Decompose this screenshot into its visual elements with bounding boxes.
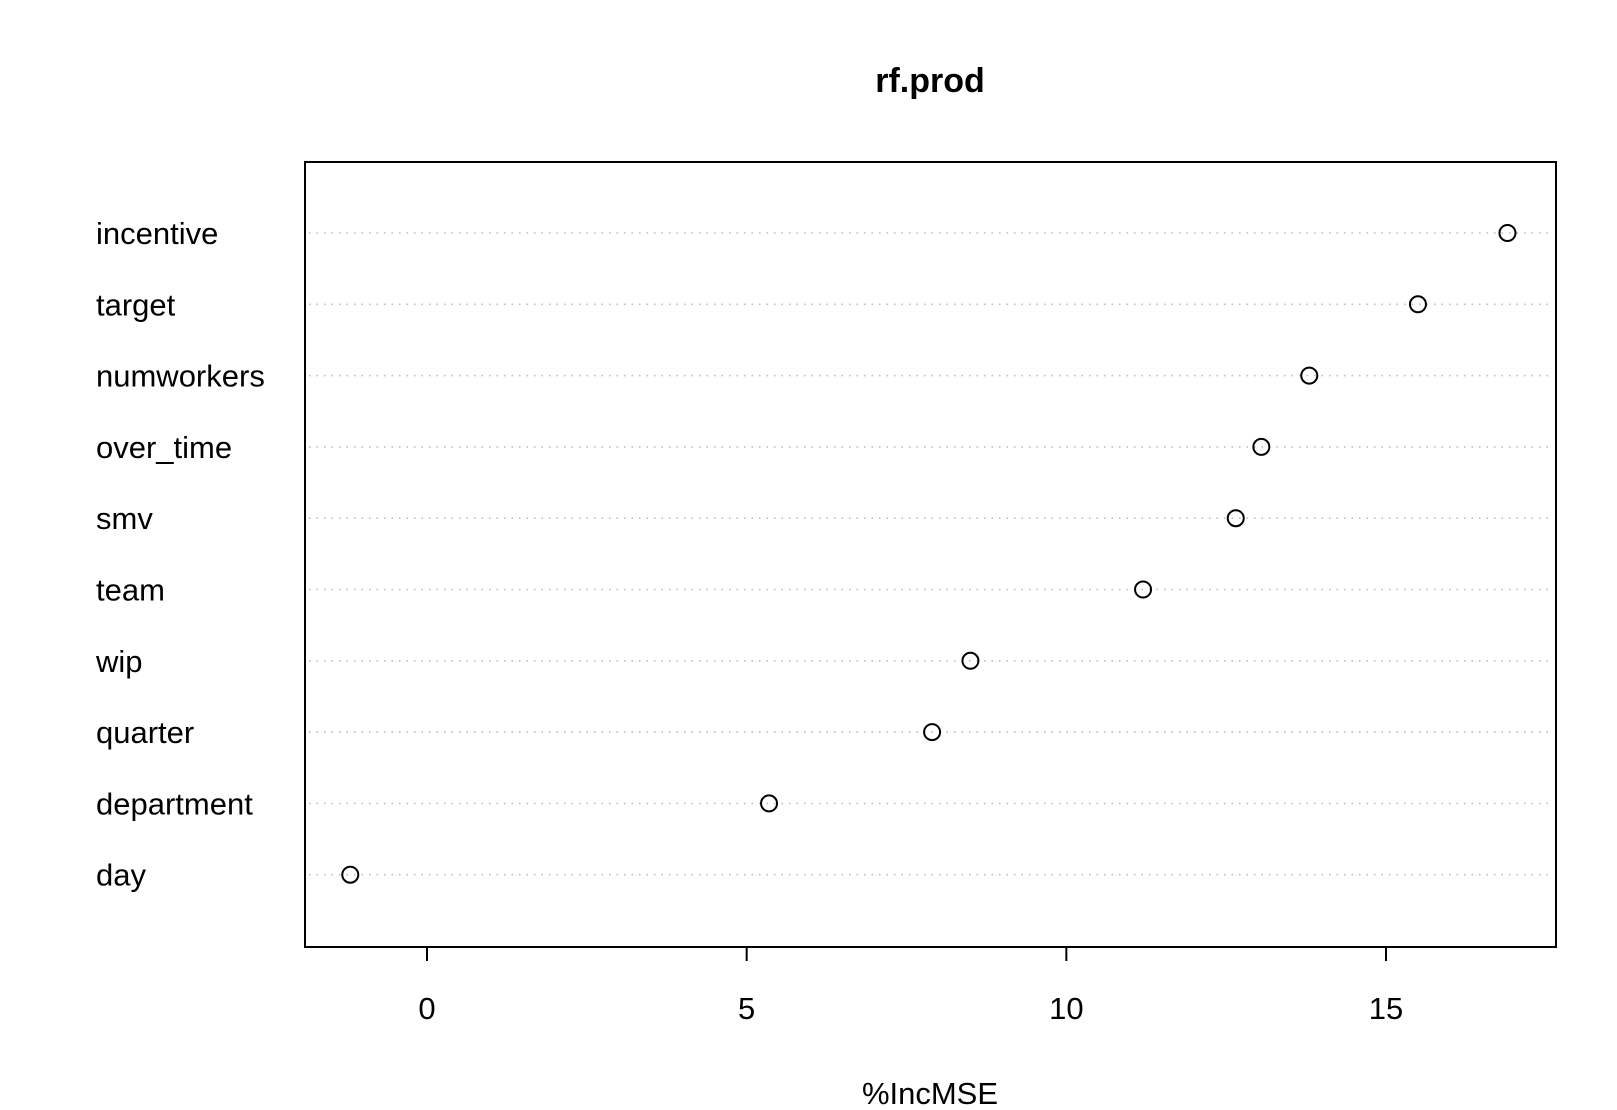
data-point xyxy=(1252,437,1271,456)
data-points xyxy=(341,224,1517,884)
variable-label: day xyxy=(96,858,146,893)
variable-label: quarter xyxy=(96,715,194,750)
x-axis-title: %IncMSE xyxy=(862,1076,998,1110)
plot-frame xyxy=(304,161,1557,948)
variable-label: numworkers xyxy=(96,359,265,394)
data-point xyxy=(1300,366,1319,385)
variable-label: department xyxy=(96,786,253,821)
variable-label: smv xyxy=(96,501,153,536)
chart-title: rf.prod xyxy=(875,62,985,100)
variable-label: wip xyxy=(95,644,143,679)
data-point xyxy=(1498,224,1517,242)
variable-label: team xyxy=(96,573,165,608)
x-tick-label: 5 xyxy=(738,991,755,1026)
x-tick-label: 0 xyxy=(418,991,435,1026)
data-point xyxy=(961,651,980,670)
data-point xyxy=(1226,509,1245,528)
x-tick-label: 10 xyxy=(1049,991,1083,1026)
x-tick-label: 15 xyxy=(1369,991,1403,1026)
x-axis: 0 5 10 15 xyxy=(418,946,1403,1026)
data-point xyxy=(1408,295,1427,314)
variable-label: over_time xyxy=(96,430,232,465)
data-point xyxy=(923,723,942,742)
guide-lines xyxy=(309,232,1552,876)
data-point xyxy=(1134,580,1153,599)
data-point xyxy=(760,794,779,813)
variable-label: incentive xyxy=(96,216,218,251)
variable-label: target xyxy=(96,287,176,322)
data-point xyxy=(341,865,360,884)
